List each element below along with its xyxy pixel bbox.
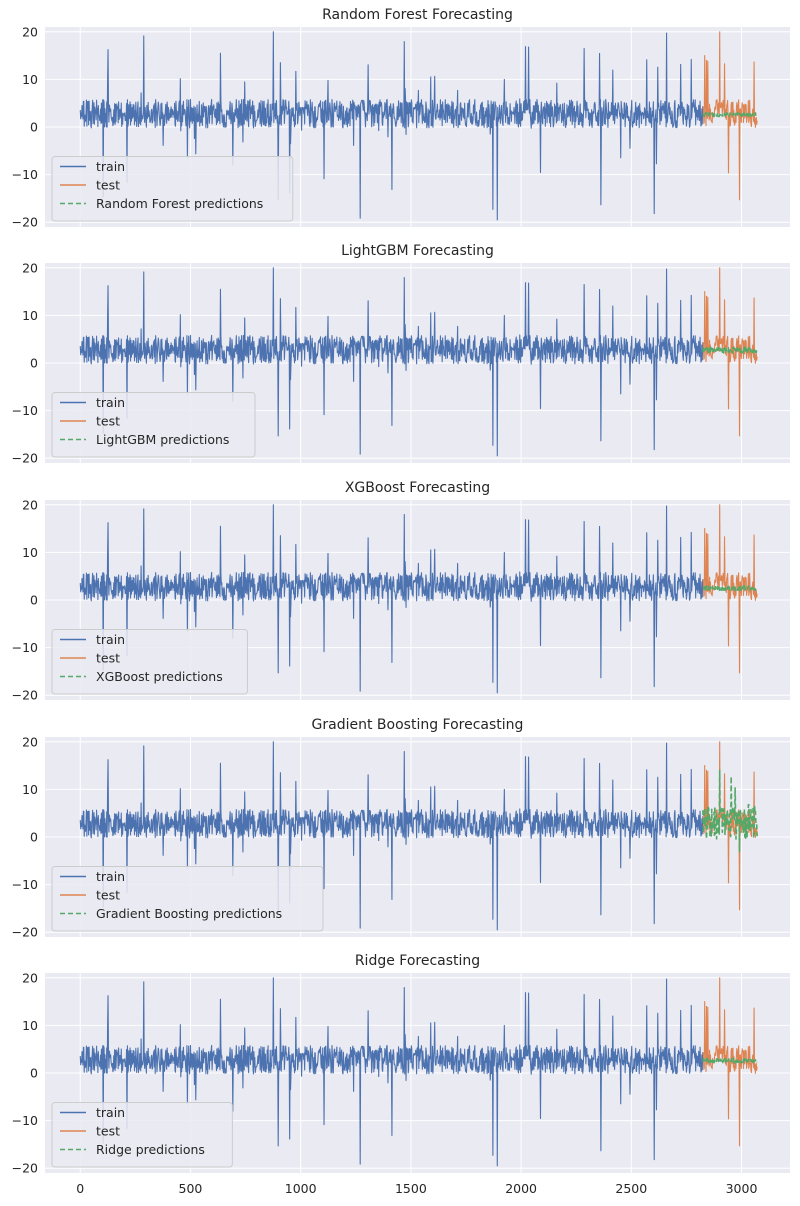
- y-tick-label: −20: [12, 215, 38, 230]
- y-tick-label: 0: [30, 120, 38, 135]
- legend-box: [51, 392, 256, 458]
- x-tick-label: 2000: [505, 1181, 537, 1196]
- legend-entry: train: [96, 632, 125, 647]
- x-tick-label: 500: [179, 1181, 203, 1196]
- y-tick-label: −10: [12, 877, 38, 892]
- y-tick-label: 0: [30, 1066, 38, 1081]
- chart-title: LightGBM Forecasting: [341, 243, 494, 259]
- x-tick-label: 1000: [285, 1181, 317, 1196]
- y-tick-label: 0: [30, 356, 38, 371]
- legend: train test Random Forest predictions: [51, 156, 294, 222]
- y-tick-label: 10: [22, 72, 38, 87]
- y-tick-label: −20: [12, 1161, 38, 1176]
- legend-entry: train: [96, 395, 125, 410]
- legend-box: [51, 629, 248, 695]
- y-tick-label: 20: [22, 970, 38, 985]
- y-tick-label: −10: [12, 1113, 38, 1128]
- legend-entry: train: [96, 869, 125, 884]
- legend-entry: Gradient Boosting predictions: [96, 906, 282, 921]
- series-line-train: [79, 977, 704, 1167]
- series-line-ridge-predictions: [702, 1057, 758, 1064]
- chart-panel-5: −20 −10 0 10 20 0 500 1000 1500 2000 2500 3000 Ridge…: [12, 953, 790, 1196]
- series-line-xgboost-predictions: [702, 585, 758, 592]
- legend-box: [51, 1102, 233, 1168]
- legend: train test LightGBM predictions: [51, 392, 256, 458]
- legend-entry: test: [96, 1124, 120, 1139]
- x-tick-label: 1500: [395, 1181, 427, 1196]
- legend-entry: train: [96, 159, 125, 174]
- y-tick-label: 10: [22, 545, 38, 560]
- legend-entry: XGBoost predictions: [96, 669, 223, 684]
- legend: train test Gradient Boosting predictions: [51, 866, 324, 932]
- y-tick-label: 10: [22, 1018, 38, 1033]
- y-tick-label: −20: [12, 688, 38, 703]
- series-line-test: [702, 504, 758, 674]
- y-tick-label: −20: [12, 925, 38, 940]
- y-tick-label: 20: [22, 260, 38, 275]
- legend-entry: train: [96, 1105, 125, 1120]
- series-line-train: [79, 31, 704, 221]
- y-tick-label: 20: [22, 734, 38, 749]
- legend-box: [51, 156, 294, 222]
- y-tick-label: 0: [30, 593, 38, 608]
- legend-entry: Random Forest predictions: [96, 196, 263, 211]
- y-tick-label: −10: [12, 640, 38, 655]
- legend-entry: test: [96, 888, 120, 903]
- x-tick-label: 2500: [615, 1181, 647, 1196]
- chart-panel-4: −20 −10 0 10 20 Gradient Boosting Forecasting…: [12, 717, 790, 940]
- y-tick-label: −10: [12, 403, 38, 418]
- series-line-train: [79, 267, 704, 457]
- y-tick-label: 10: [22, 782, 38, 797]
- y-tick-label: 20: [22, 24, 38, 39]
- chart-title: Random Forest Forecasting: [322, 7, 513, 23]
- series-line-test: [702, 267, 758, 437]
- legend-entry: Ridge predictions: [96, 1142, 205, 1157]
- series-line-gradient-boosting-predictions: [702, 769, 758, 853]
- series-line-test: [702, 977, 758, 1147]
- x-tick-label: 3000: [726, 1181, 758, 1196]
- chart-panel-2: −20 −10 0 10 20 LightGBM Forecasting train test…: [12, 243, 790, 466]
- series-line-test: [702, 31, 758, 201]
- series-line-train: [79, 504, 704, 694]
- legend-entry: LightGBM predictions: [96, 432, 229, 447]
- y-tick-label: 10: [22, 308, 38, 323]
- chart-title: XGBoost Forecasting: [345, 480, 490, 496]
- y-tick-label: −20: [12, 451, 38, 466]
- y-tick-label: 20: [22, 497, 38, 512]
- x-tick-label: 0: [76, 1181, 84, 1196]
- legend-entry: test: [96, 651, 120, 666]
- legend-entry: test: [96, 178, 120, 193]
- series-line-train: [79, 741, 704, 931]
- chart-panel-1: −20 −10 0 10 20 Random Forest Forecasting trai…: [12, 7, 790, 230]
- y-tick-label: 0: [30, 830, 38, 845]
- legend-entry: test: [96, 414, 120, 429]
- legend: train test Ridge predictions: [51, 1102, 233, 1168]
- y-tick-label: −10: [12, 167, 38, 182]
- series-line-random-forest-predictions: [702, 111, 758, 118]
- series-line-lightgbm-predictions: [702, 346, 758, 354]
- legend: train test XGBoost predictions: [51, 629, 248, 695]
- chart-title: Gradient Boosting Forecasting: [312, 717, 524, 733]
- chart-title: Ridge Forecasting: [355, 953, 480, 969]
- legend-box: [51, 866, 324, 932]
- chart-panel-3: −20 −10 0 10 20 XGBoost Forecasting train test X…: [12, 480, 790, 703]
